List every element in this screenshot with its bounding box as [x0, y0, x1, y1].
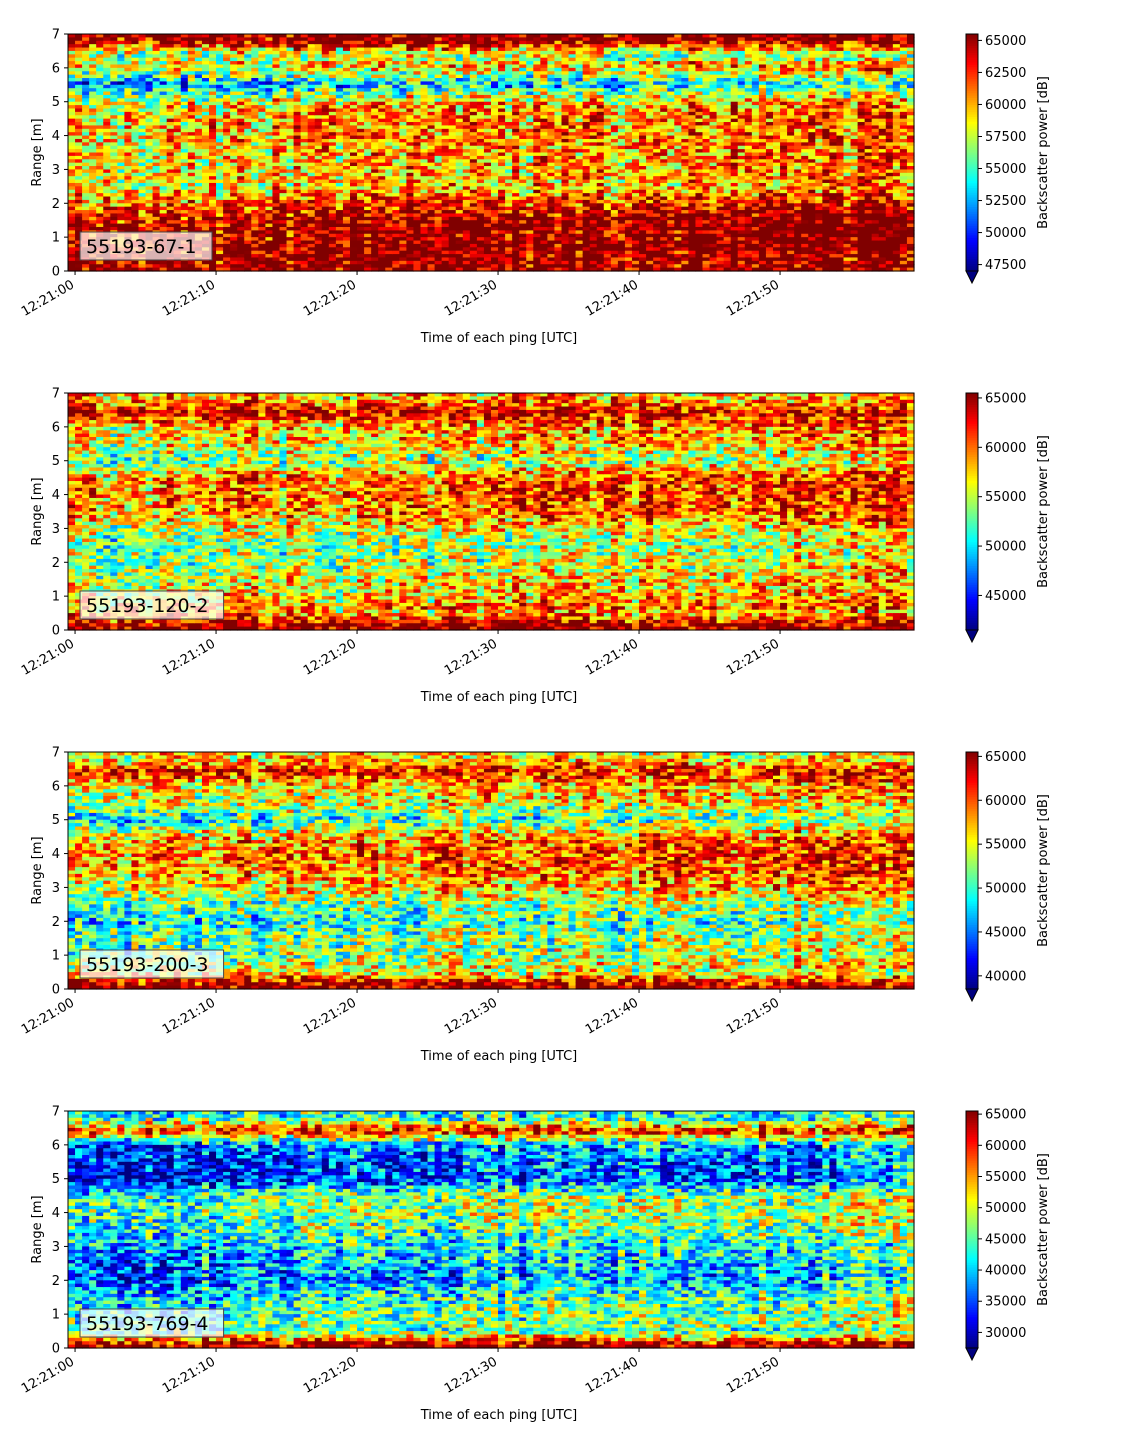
echogram-panel-1: 0123456712:21:00 12:21:10 12:21:20 12:21:30… — [19, 28, 1051, 347]
